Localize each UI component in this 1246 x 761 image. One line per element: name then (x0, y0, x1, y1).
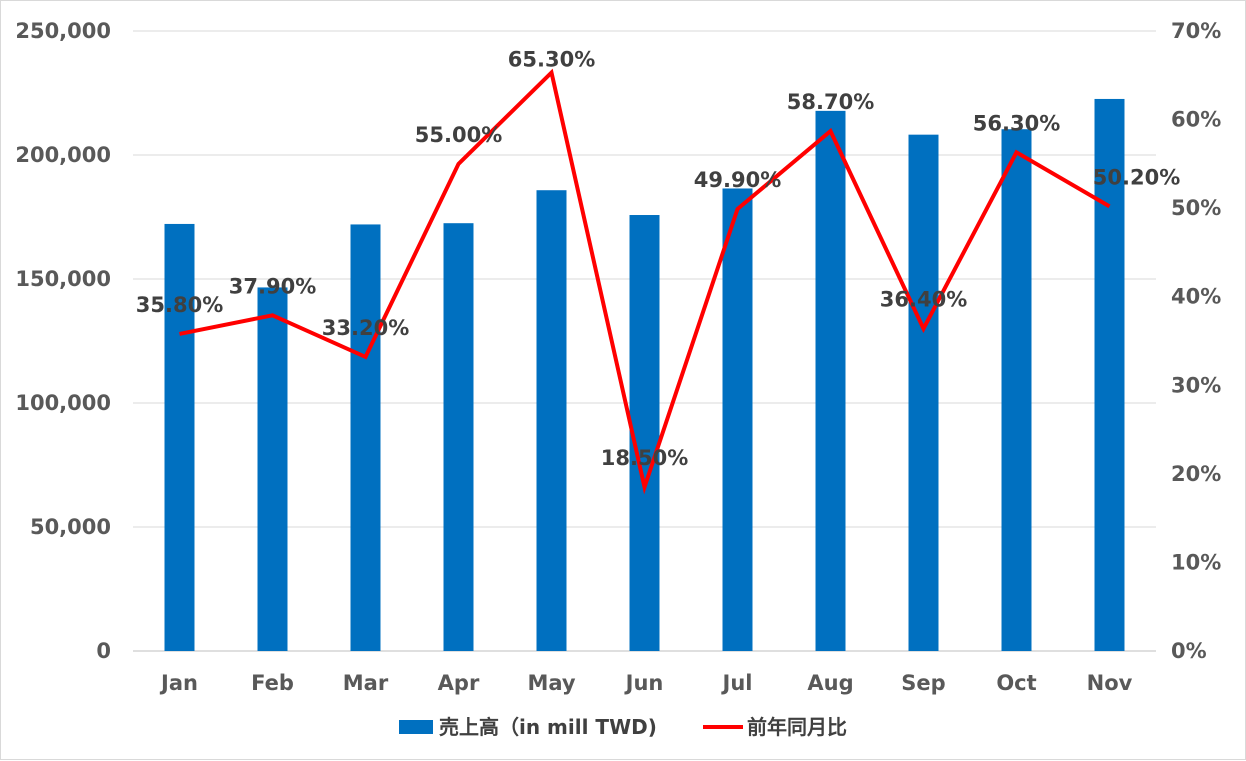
x-tick-label: Sep (901, 671, 945, 695)
x-tick-label: Oct (996, 671, 1036, 695)
yoy-data-label: 49.90% (694, 168, 781, 192)
y-right-tick-label: 30% (1171, 373, 1221, 397)
x-tick-label: Mar (343, 671, 389, 695)
bar-series (165, 99, 1125, 651)
y-left-tick-label: 100,000 (15, 391, 111, 415)
bar-jan (165, 224, 195, 651)
x-tick-label: Jan (159, 671, 198, 695)
x-tick-label: Nov (1087, 671, 1133, 695)
legend-line-label: 前年同月比 (747, 715, 847, 739)
y-left-tick-label: 150,000 (15, 267, 111, 291)
bar-may (537, 190, 567, 651)
y-left-tick-label: 250,000 (15, 19, 111, 43)
legend-bar-label: 売上高（in mill TWD) (439, 715, 657, 739)
x-tick-label: May (527, 671, 575, 695)
x-tick-label: Jul (721, 671, 753, 695)
y-right-tick-label: 20% (1171, 462, 1221, 486)
y-right-tick-label: 70% (1171, 19, 1221, 43)
y-right-tick-label: 60% (1171, 108, 1221, 132)
x-tick-label: Aug (807, 671, 853, 695)
legend: 売上高（in mill TWD) 前年同月比 (399, 715, 847, 739)
yoy-data-label: 50.20% (1093, 165, 1180, 189)
y-right-tick-label: 0% (1171, 639, 1207, 663)
x-axis: Jan Feb Mar Apr May Jun Jul Aug Sep Oct Nov (159, 671, 1133, 695)
bar-feb (258, 287, 288, 651)
x-tick-label: Jun (624, 671, 664, 695)
bar-mar (351, 224, 381, 651)
yoy-data-label: 65.30% (508, 48, 595, 72)
bar-sep (909, 135, 939, 651)
yoy-data-label: 18.50% (601, 446, 688, 470)
yoy-data-label: 35.80% (136, 293, 223, 317)
y-left-tick-label: 0 (96, 639, 111, 663)
yoy-data-label: 37.90% (229, 274, 316, 298)
right-axis: 0% 10% 20% 30% 40% 50% 60% 70% (1171, 19, 1221, 663)
yoy-data-label: 36.40% (880, 288, 967, 312)
x-tick-label: Apr (438, 671, 480, 695)
y-left-tick-label: 50,000 (30, 515, 111, 539)
y-right-tick-label: 10% (1171, 550, 1221, 574)
y-left-tick-label: 200,000 (15, 143, 111, 167)
y-right-tick-label: 50% (1171, 196, 1221, 220)
left-axis: 0 50,000 100,000 150,000 200,000 250,000 (15, 19, 111, 663)
bar-apr (444, 223, 474, 651)
yoy-data-label: 55.00% (415, 123, 502, 147)
y-right-tick-label: 40% (1171, 285, 1221, 309)
yoy-data-label: 56.30% (973, 111, 1060, 135)
yoy-data-label: 33.20% (322, 316, 409, 340)
legend-bar-swatch (399, 720, 433, 734)
x-tick-label: Feb (251, 671, 294, 695)
bar-aug (816, 111, 846, 651)
yoy-data-label: 58.70% (787, 90, 874, 114)
bar-oct (1002, 129, 1032, 651)
bar-jul (723, 188, 753, 651)
